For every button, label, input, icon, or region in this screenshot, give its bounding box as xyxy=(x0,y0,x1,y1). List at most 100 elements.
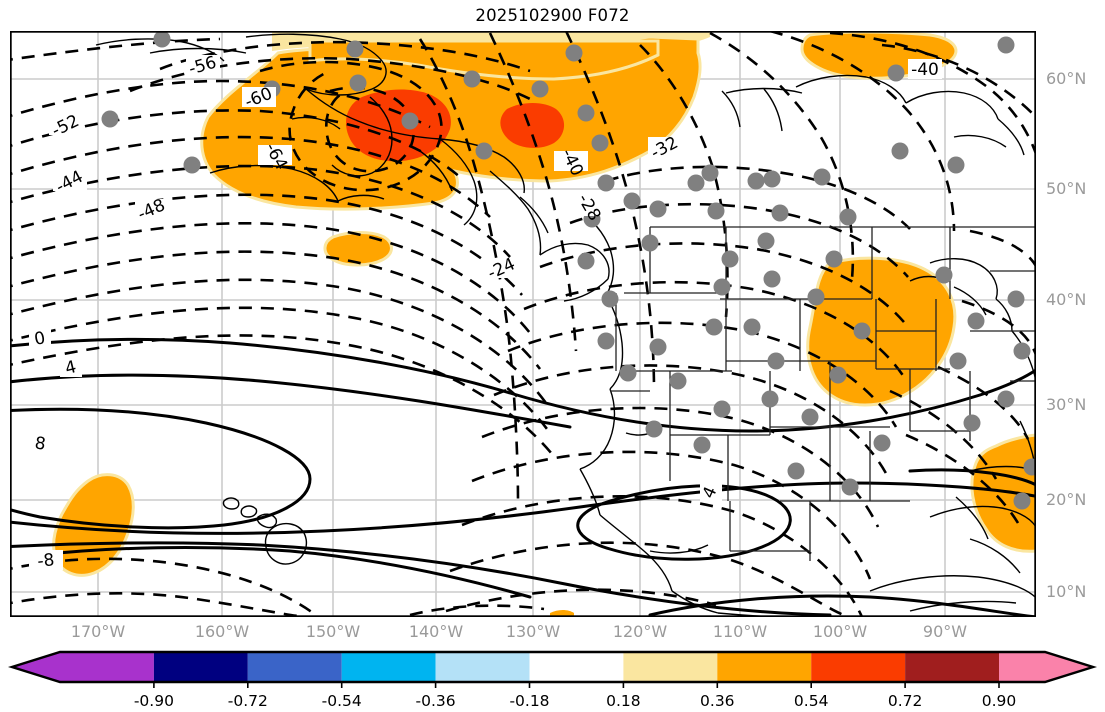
station-dot xyxy=(591,134,609,152)
station-dot xyxy=(577,252,595,270)
cbar-extend-min xyxy=(12,652,60,682)
colorbar[interactable]: -0.90 -0.72 -0.54 -0.36 -0.18 0.18 0.36 … xyxy=(0,648,1105,712)
contour-labels: -56 -60 -52 -64 -44 -48 -40 -40 -32 -28 … xyxy=(29,53,942,572)
station-dot xyxy=(767,352,785,370)
station-dot xyxy=(601,290,619,308)
station-dot xyxy=(701,164,719,182)
lon-label-90w: 90°W xyxy=(922,622,968,641)
cbar-tick-label: -0.54 xyxy=(321,692,362,710)
station-dot xyxy=(153,31,171,48)
map-frame xyxy=(10,31,1036,617)
station-dot xyxy=(935,266,953,284)
station-dot xyxy=(349,74,367,92)
station-dot xyxy=(641,234,659,252)
station-dot xyxy=(801,408,819,426)
shade-bottom-sliver xyxy=(550,610,574,617)
lat-label-30n: 30°N xyxy=(1046,395,1087,414)
contour-label: -48 xyxy=(135,195,169,225)
station-dot xyxy=(623,192,641,210)
station-dot xyxy=(967,312,985,330)
lat-label-10n: 10°N xyxy=(1046,582,1087,601)
svg-text:-8: -8 xyxy=(36,550,55,572)
contour-label: 4 xyxy=(60,357,82,379)
station-dot xyxy=(887,64,905,82)
station-dot xyxy=(101,110,119,128)
station-dot xyxy=(839,208,857,226)
station-dot xyxy=(771,204,789,222)
shade-pacific-oval xyxy=(323,231,393,267)
station-dot xyxy=(619,364,637,382)
shade-alaska-core xyxy=(346,89,565,162)
cbar-tick-label: 0.90 xyxy=(981,692,1017,710)
colorbar-outline xyxy=(7,650,1098,684)
station-dot xyxy=(705,318,723,336)
station-dot xyxy=(891,142,909,160)
page-title: 2025102900 F072 xyxy=(475,6,630,25)
cbar-tick-label: 0.18 xyxy=(606,692,641,710)
station-dot xyxy=(565,44,583,62)
cbar-tick-label: -0.90 xyxy=(133,692,174,710)
lat-label-50n: 50°N xyxy=(1046,179,1087,198)
contour-label: -56 xyxy=(186,53,220,79)
station-dot xyxy=(747,172,765,190)
cbar-seg-4 xyxy=(435,652,530,682)
station-dot xyxy=(693,436,711,454)
station-dot xyxy=(721,250,739,268)
lon-label-140w: 140°W xyxy=(408,622,464,641)
cbar-seg-0 xyxy=(60,652,154,682)
station-dots xyxy=(101,31,1036,510)
colorbar-canvas[interactable] xyxy=(0,648,1105,688)
station-dot xyxy=(531,80,549,98)
station-dot xyxy=(183,156,201,174)
station-dot xyxy=(475,142,493,160)
station-dot xyxy=(829,366,847,384)
station-dot xyxy=(346,40,364,58)
map-canvas[interactable]: -56 -60 -52 -64 -44 -48 -40 -40 -32 -28 … xyxy=(10,31,1036,617)
station-dot xyxy=(1013,342,1031,360)
station-dot xyxy=(649,338,667,356)
station-dot xyxy=(757,232,775,250)
station-dot xyxy=(463,70,481,88)
lat-label-20n: 20°N xyxy=(1046,490,1087,509)
station-dot xyxy=(1023,458,1036,476)
svg-text:0: 0 xyxy=(33,328,47,350)
cbar-seg-6 xyxy=(623,652,718,682)
contour-label: 4 xyxy=(699,481,722,502)
station-dot xyxy=(713,278,731,296)
station-dot xyxy=(787,462,805,480)
cbar-seg-8 xyxy=(811,652,906,682)
lon-label-110w: 110°W xyxy=(712,622,768,641)
lon-label-100w: 100°W xyxy=(812,622,868,641)
station-dot xyxy=(853,322,871,340)
cbar-seg-3 xyxy=(341,652,436,682)
lon-label-150w: 150°W xyxy=(305,622,361,641)
lon-label-130w: 130°W xyxy=(505,622,561,641)
cbar-seg-5 xyxy=(529,652,624,682)
station-dot xyxy=(597,332,615,350)
station-dot xyxy=(1013,492,1031,510)
contour-label: -40 xyxy=(908,59,942,80)
station-dot xyxy=(947,156,965,174)
lat-label-40n: 40°N xyxy=(1046,290,1087,309)
colorbar-ticks xyxy=(153,682,1000,688)
station-dot xyxy=(963,414,981,432)
lon-label-160w: 160°W xyxy=(194,622,250,641)
station-dot xyxy=(997,36,1015,54)
station-dot xyxy=(713,400,731,418)
contour-label: 8 xyxy=(29,433,51,455)
cbar-tick-label: -0.18 xyxy=(509,692,550,710)
contour-label: 0 xyxy=(29,328,51,350)
map-panel[interactable]: -56 -60 -52 -64 -44 -48 -40 -40 -32 -28 … xyxy=(10,31,1086,617)
station-dot xyxy=(841,478,859,496)
lon-label-170w: 170°W xyxy=(70,622,126,641)
station-dot xyxy=(807,288,825,306)
station-dot xyxy=(949,352,967,370)
station-dot xyxy=(649,200,667,218)
cbar-tick-label: -0.36 xyxy=(415,692,456,710)
cbar-seg-2 xyxy=(247,652,342,682)
station-dot xyxy=(645,420,663,438)
cbar-seg-7 xyxy=(717,652,812,682)
station-dot xyxy=(1007,290,1025,308)
station-dot xyxy=(873,434,891,452)
cbar-seg-10 xyxy=(999,652,1045,682)
